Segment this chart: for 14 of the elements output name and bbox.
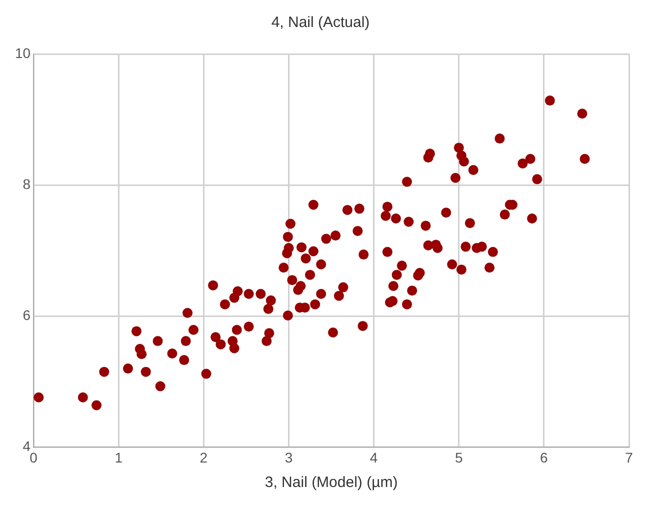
y-tick-label: 10 <box>14 44 31 61</box>
y-tick-label: 4 <box>22 438 31 454</box>
x-tick-label: 5 <box>454 449 463 466</box>
x-axis-title: 3, Nail (Model) (µm) <box>264 474 398 492</box>
x-tick-label: 6 <box>540 449 548 466</box>
y-tick-label: 8 <box>22 176 31 192</box>
x-tick-label: 2 <box>200 449 208 466</box>
x-tick-label: 0 <box>30 449 38 466</box>
x-tick-label: 3 <box>284 449 293 466</box>
x-tick-label: 7 <box>625 449 634 466</box>
x-tick-label: 4 <box>370 449 378 466</box>
y-tick-label: 6 <box>22 306 31 323</box>
chart-title: 4, Nail (Actual) <box>271 14 370 32</box>
x-tick-label: 1 <box>114 449 123 466</box>
